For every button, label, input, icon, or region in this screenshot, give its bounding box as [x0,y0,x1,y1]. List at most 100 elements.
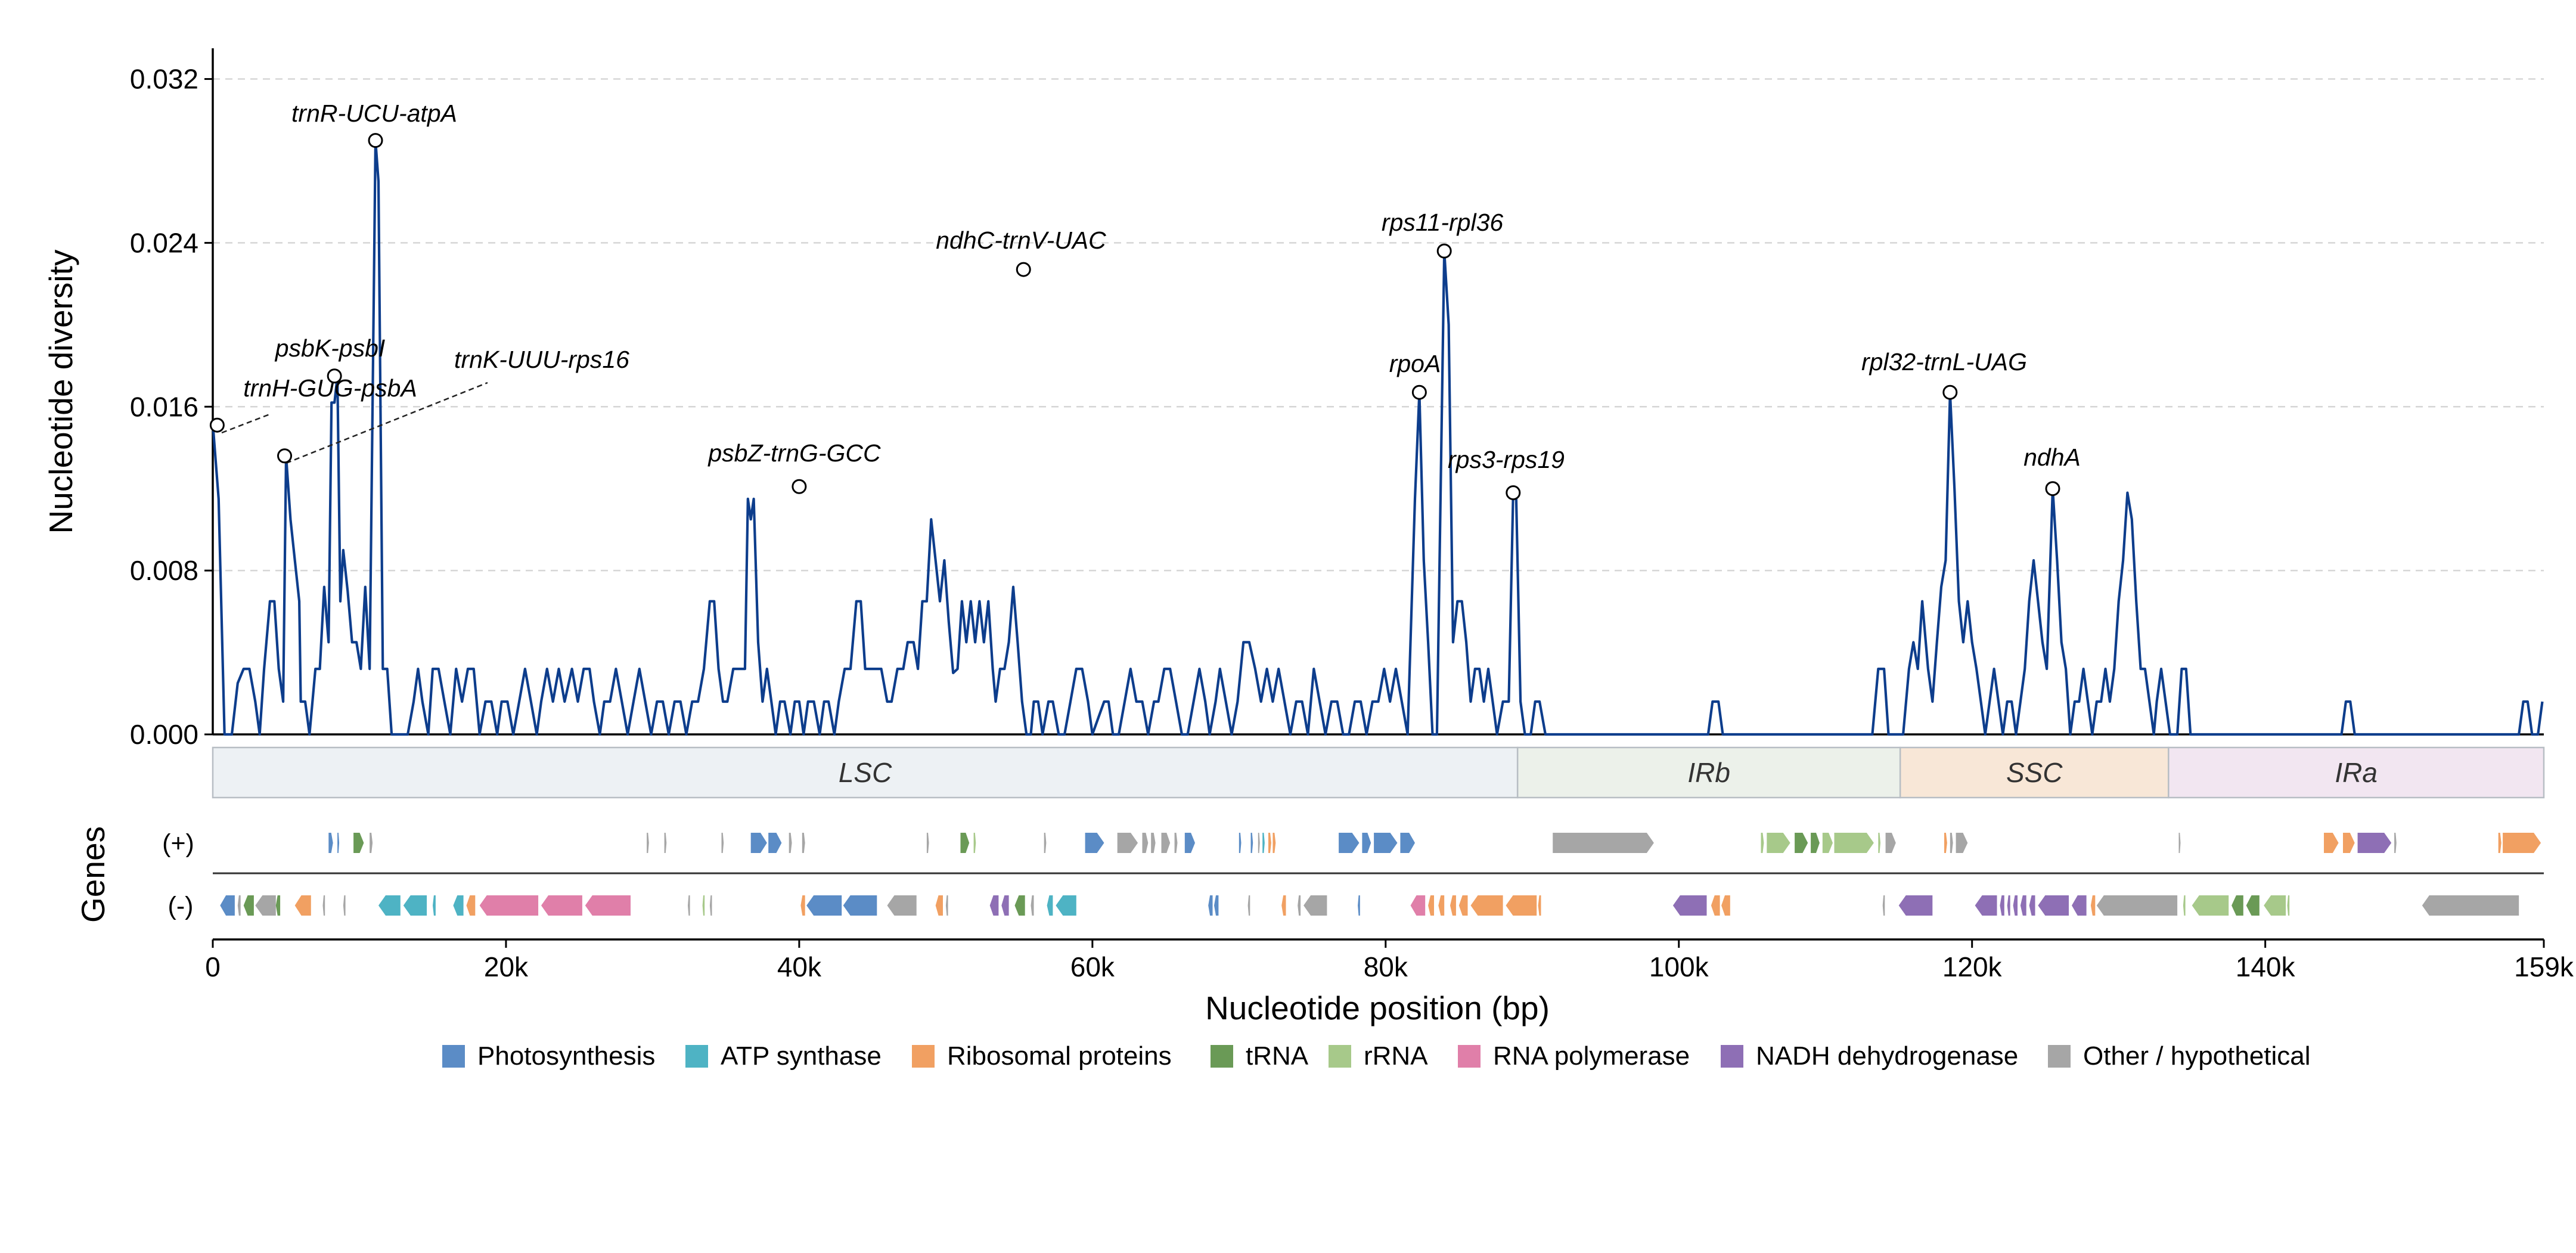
gene-plus [926,833,929,853]
gene-minus [1711,895,1720,916]
gene-plus [1339,833,1360,853]
gene-plus [1885,833,1896,853]
legend-swatch [1329,1045,1351,1068]
region-label: IRa [2335,757,2378,788]
gene-plus [2503,833,2541,853]
gene-minus [2020,895,2026,916]
peak-annotations: trnR-UCU-atpA ndhC-trnV-UAC rps11-rpl36 rpo… [209,100,2081,501]
gene-minus [2246,895,2260,916]
gene-minus [688,895,690,916]
gene-minus [1014,895,1025,916]
legend-swatch [1211,1045,1233,1068]
gene-minus [2000,895,2004,916]
peak-marker [1436,243,1452,259]
gene-plus [1400,833,1415,853]
gene-minus [453,895,464,916]
x-tick-label: 60k [1070,951,1115,982]
x-tick-label: 100k [1649,951,1709,982]
x-tick-label: 0 [205,951,221,982]
gene-minus [2038,895,2069,916]
gene-plus [664,833,667,853]
plus-strand-label: (+) [162,829,194,858]
gene-track-title: Genes [75,826,111,923]
gene-plus [750,833,767,853]
gene-minus [935,895,943,916]
legend-label: Ribosomal proteins [947,1041,1172,1071]
gene-plus [973,833,976,853]
gene-minus [2096,895,2178,916]
gene-plus [1767,833,1790,853]
gene-minus [466,895,476,916]
gene-minus [2007,895,2010,916]
legend-swatch [2048,1045,2071,1068]
peak-marker [1506,485,1521,501]
legend-label: Other / hypothetical [2083,1041,2311,1071]
gene-minus [887,895,917,916]
gene-minus [1303,895,1327,916]
gene-minus [378,895,401,916]
diversity-series [211,139,2544,736]
gene-plus [1117,833,1138,853]
peak-label: rpoA [1389,350,1441,377]
gene-minus [1898,895,1933,916]
gene-plus [768,833,782,853]
gene-minus [702,895,705,916]
x-tick-label: 80k [1364,951,1408,982]
legend-swatch [912,1045,935,1068]
gene-minus [1001,895,1009,916]
gene-plus [1795,833,1808,853]
gene-minus [1428,895,1434,916]
y-axis: 0.000 0.008 0.016 0.024 0.032 [130,48,2544,750]
gene-plus [1161,833,1171,853]
peak-label: trnR-UCU-atpA [291,100,457,127]
annotation-leader [285,382,488,464]
legend-label: NADH dehydrogenase [1756,1041,2018,1071]
gene-minus [1208,895,1213,916]
gene-plus [2343,833,2355,853]
region-label: SSC [2006,757,2063,788]
gene-minus [2232,895,2243,916]
gene-minus [1470,895,1503,916]
gene-plus [2178,833,2181,853]
peak-marker [1016,262,1031,277]
y-tick-label: 0.000 [130,719,198,750]
gene-plus [802,833,805,853]
gene-plus [1878,833,1880,853]
gene-plus [1811,833,1820,853]
peak-marker [1942,384,1958,400]
y-tick-label: 0.008 [130,555,198,586]
gene-plus [1262,833,1265,853]
peak-marker [2045,481,2060,497]
legend: Photosynthesis ATP synthase Ribosomal prot… [442,1041,2311,1071]
gene-minus [1506,895,1537,916]
peak-marker [327,368,342,384]
gene-plus [1822,833,1833,853]
gene-minus [2287,895,2290,916]
gene-minus [1047,895,1053,916]
region-irb [1516,746,1901,799]
legend-swatch [1458,1045,1481,1068]
gene-minus [2072,895,2087,916]
y-axis-title: Nucleotide diversity [42,249,79,534]
gene-plus [353,833,364,853]
x-tick-label: 20k [484,951,529,982]
y-tick-label: 0.016 [130,391,198,422]
gene-plus [2498,833,2501,853]
gene-plus [1273,833,1276,853]
y-tick-label: 0.032 [130,64,198,95]
peak-marker [277,448,293,464]
gene-minus [843,895,877,916]
peak-marker [1411,384,1427,400]
gene-minus [220,895,235,916]
gene-plus [1142,833,1149,853]
gene-plus [1374,833,1398,853]
x-tick-label: 159k [2514,951,2574,982]
gene-minus [2090,895,2096,916]
peak-label: rps11-rpl36 [1382,209,1504,236]
gene-minus [2264,895,2286,916]
peak-marker [209,417,225,433]
x-tick-label: 40k [777,951,822,982]
peak-marker [792,479,807,494]
gene-minus [1538,895,1541,916]
peak-label: rps3-rps19 [1448,446,1565,473]
